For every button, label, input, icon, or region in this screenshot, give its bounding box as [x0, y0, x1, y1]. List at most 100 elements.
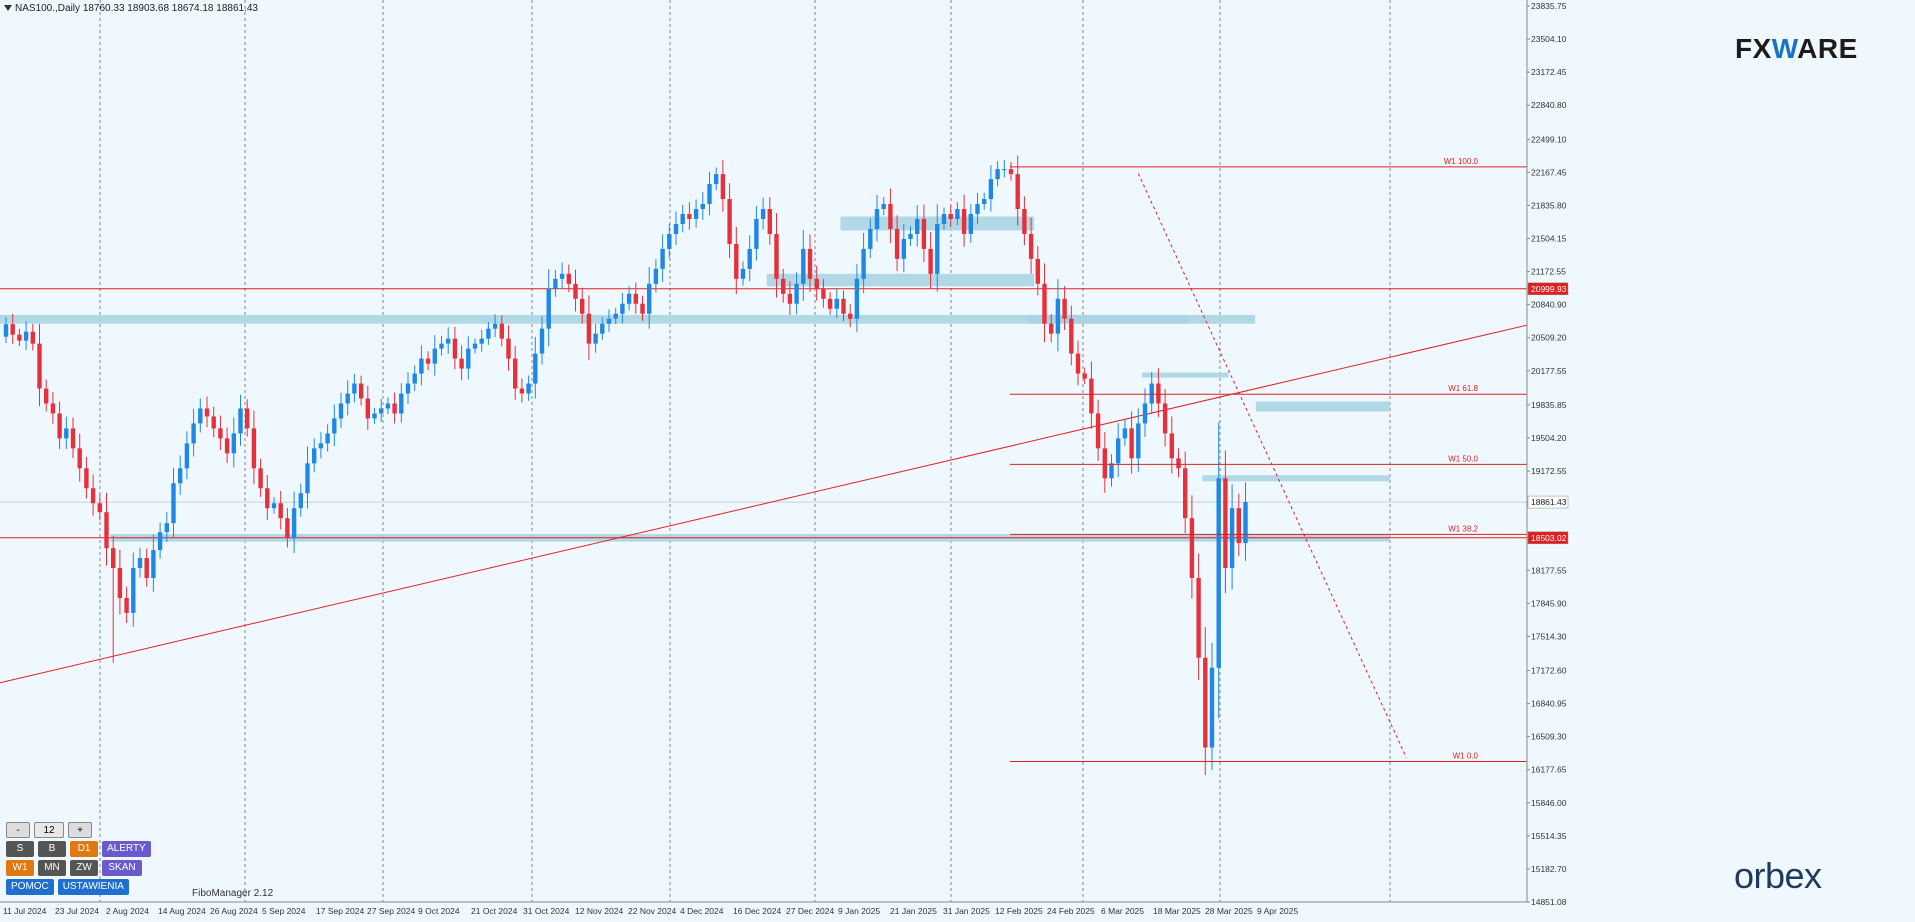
- candle: [647, 267, 652, 329]
- candle: [419, 345, 424, 386]
- candle: [580, 287, 585, 324]
- candle-body: [1183, 468, 1188, 519]
- s-button[interactable]: S: [6, 841, 34, 857]
- candle-body: [526, 383, 531, 394]
- candle: [995, 161, 1000, 187]
- candle: [318, 432, 324, 459]
- price-tag-label: 18503.02: [1531, 533, 1567, 543]
- candle-body: [271, 503, 277, 509]
- candle-body: [647, 283, 652, 314]
- zone-rect: [766, 273, 1035, 287]
- candle: [399, 383, 404, 423]
- candle: [740, 261, 746, 286]
- candle: [653, 259, 659, 293]
- candle-body: [928, 248, 933, 274]
- w1-button[interactable]: W1: [6, 860, 34, 876]
- candle: [526, 375, 531, 401]
- candle: [606, 309, 612, 333]
- candle-body: [794, 283, 799, 304]
- candle: [801, 229, 806, 301]
- candle: [124, 586, 129, 624]
- candle-body: [553, 278, 558, 289]
- candle-body: [827, 298, 833, 309]
- candle-body: [633, 293, 638, 304]
- x-tick-label: 21 Oct 2024: [471, 906, 518, 916]
- candle-body: [606, 318, 612, 324]
- candle: [90, 474, 96, 516]
- candle-body: [841, 298, 846, 314]
- candle-body: [77, 448, 82, 469]
- candle: [285, 507, 290, 548]
- candle-body: [432, 348, 437, 364]
- zone-rect: [1142, 372, 1229, 378]
- y-tick-label: 23835.75: [1531, 1, 1567, 11]
- candle: [291, 491, 297, 554]
- candle: [1243, 482, 1248, 561]
- decrease-button[interactable]: -: [6, 822, 30, 838]
- candle-body: [352, 383, 357, 394]
- candle: [941, 207, 947, 230]
- x-tick-label: 31 Jan 2025: [943, 906, 990, 916]
- candle: [633, 282, 638, 314]
- x-tick-label: 27 Sep 2024: [367, 906, 415, 916]
- candle-body: [332, 418, 337, 434]
- candle-body: [1223, 478, 1228, 569]
- candle-body: [600, 323, 605, 334]
- candle: [1002, 159, 1007, 178]
- candle-body: [23, 331, 29, 341]
- mn-button[interactable]: MN: [38, 860, 66, 876]
- candle: [861, 232, 866, 294]
- candle-body: [781, 278, 786, 294]
- candle-body: [1069, 318, 1074, 354]
- increase-button[interactable]: +: [68, 822, 92, 838]
- candle: [164, 512, 169, 543]
- candle-body: [104, 512, 109, 549]
- candle: [57, 401, 62, 450]
- y-tick-label: 17514.30: [1531, 631, 1567, 641]
- candle: [667, 223, 672, 258]
- candle-body: [312, 448, 317, 464]
- candle-body: [660, 248, 665, 269]
- candle: [305, 446, 310, 509]
- candle-body: [714, 174, 719, 185]
- candle: [1062, 286, 1067, 331]
- candle: [486, 321, 491, 345]
- candle-body: [258, 468, 263, 489]
- candle: [613, 307, 618, 325]
- candle-body: [968, 214, 973, 234]
- zw-button[interactable]: ZW: [70, 860, 98, 876]
- ustawienia-button[interactable]: USTAWIENIA: [57, 879, 129, 895]
- candle: [271, 496, 277, 514]
- x-tick-label: 31 Oct 2024: [523, 906, 570, 916]
- x-tick-label: 12 Nov 2024: [575, 906, 623, 916]
- x-tick-label: 9 Jan 2025: [838, 906, 880, 916]
- candle: [720, 160, 726, 212]
- candle-body: [164, 523, 169, 533]
- candle: [1203, 627, 1208, 776]
- candle: [312, 438, 317, 473]
- candle: [258, 458, 263, 497]
- candle: [1149, 371, 1154, 414]
- candle-body: [734, 243, 739, 279]
- candle-body: [519, 388, 525, 394]
- candle-body: [680, 214, 685, 224]
- candle: [807, 234, 813, 292]
- pomoc-button[interactable]: POMOC: [6, 879, 54, 895]
- candle: [781, 268, 786, 303]
- d1-button[interactable]: D1: [70, 841, 98, 857]
- x-tick-label: 4 Dec 2024: [680, 906, 724, 916]
- b-button[interactable]: B: [38, 841, 66, 857]
- zone-rect: [1255, 401, 1390, 412]
- candle-body: [218, 428, 223, 439]
- skan-button[interactable]: SKAN: [102, 860, 142, 876]
- alerty-button[interactable]: ALERTY: [102, 841, 151, 857]
- collapse-triangle-icon[interactable]: [4, 5, 12, 12]
- candle-body: [57, 413, 62, 439]
- candle: [144, 548, 149, 587]
- candle-body: [50, 403, 56, 414]
- candle: [171, 467, 176, 538]
- candle-body: [821, 288, 826, 299]
- count-value: 12: [34, 822, 64, 838]
